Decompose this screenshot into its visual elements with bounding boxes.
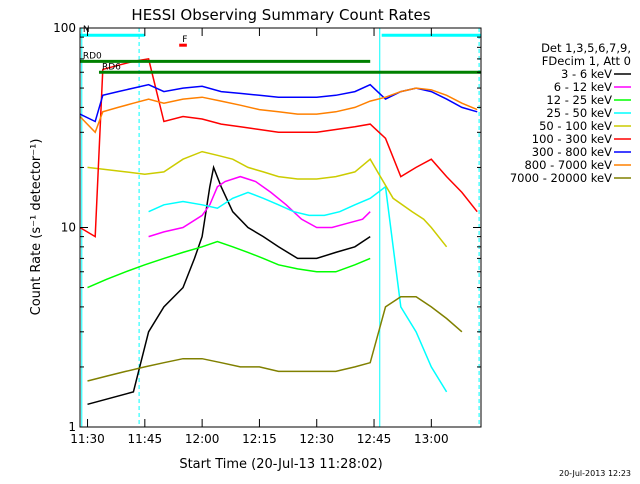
- y-tick-label-2: 100: [53, 21, 76, 35]
- state-bar-label-3: RD0: [83, 51, 102, 61]
- x-tick-label-0: 11:30: [70, 432, 105, 446]
- state-bar-label-0: N: [83, 25, 90, 35]
- series-line-1: [148, 175, 371, 238]
- legend-label-6: 300 - 800 keV: [532, 145, 612, 159]
- x-tick-label-1: 11:45: [128, 432, 163, 446]
- x-tick-label-3: 12:15: [242, 432, 277, 446]
- state-bar-label-1: F: [182, 35, 187, 45]
- series-line-4: [87, 150, 448, 248]
- legend-header-0: Det 1,3,5,6,7,9,: [541, 41, 631, 55]
- series-line-7: [79, 87, 478, 134]
- series-line-3: [148, 185, 448, 393]
- legend-label-4: 50 - 100 keV: [539, 119, 612, 133]
- legend-label-5: 100 - 300 keV: [532, 132, 612, 146]
- y-tick-label-0: 1: [68, 420, 76, 434]
- legend-header-1: FDecim 1, Att 0: [542, 54, 631, 68]
- y-axis-label: Count Rate (s⁻¹ detector⁻¹): [29, 139, 44, 316]
- legend-label-0: 3 - 6 keV: [561, 67, 612, 81]
- y-tick-label-1: 10: [61, 221, 76, 235]
- x-tick-label-6: 13:00: [414, 432, 449, 446]
- series-line-0: [87, 164, 371, 406]
- chart-title: HESSI Observing Summary Count Rates: [131, 6, 430, 24]
- legend-label-8: 7000 - 20000 keV: [510, 171, 612, 185]
- x-tick-label-4: 12:30: [299, 432, 334, 446]
- series-line-2: [87, 240, 371, 289]
- legend-label-7: 800 - 7000 keV: [524, 158, 612, 172]
- legend-label-1: 6 - 12 keV: [554, 80, 612, 94]
- legend: Det 1,3,5,6,7,9,FDecim 1, Att 03 - 6 keV…: [510, 41, 631, 185]
- legend-label-3: 25 - 50 keV: [546, 106, 612, 120]
- x-axis-label: Start Time (20-Jul-13 11:28:02): [179, 457, 382, 472]
- state-bar-label-4: RD6: [102, 62, 121, 72]
- x-tick-label-2: 12:00: [185, 432, 220, 446]
- axes: 11:30 11:45 12:00 12:15 12:30 12:45 13:00 1 10 10…: [53, 21, 481, 446]
- series-line-8: [87, 295, 463, 382]
- footer-timestamp: 20-Jul-2013 12:23: [559, 469, 631, 478]
- legend-label-2: 12 - 25 keV: [546, 93, 612, 107]
- x-tick-label-5: 12:45: [357, 432, 392, 446]
